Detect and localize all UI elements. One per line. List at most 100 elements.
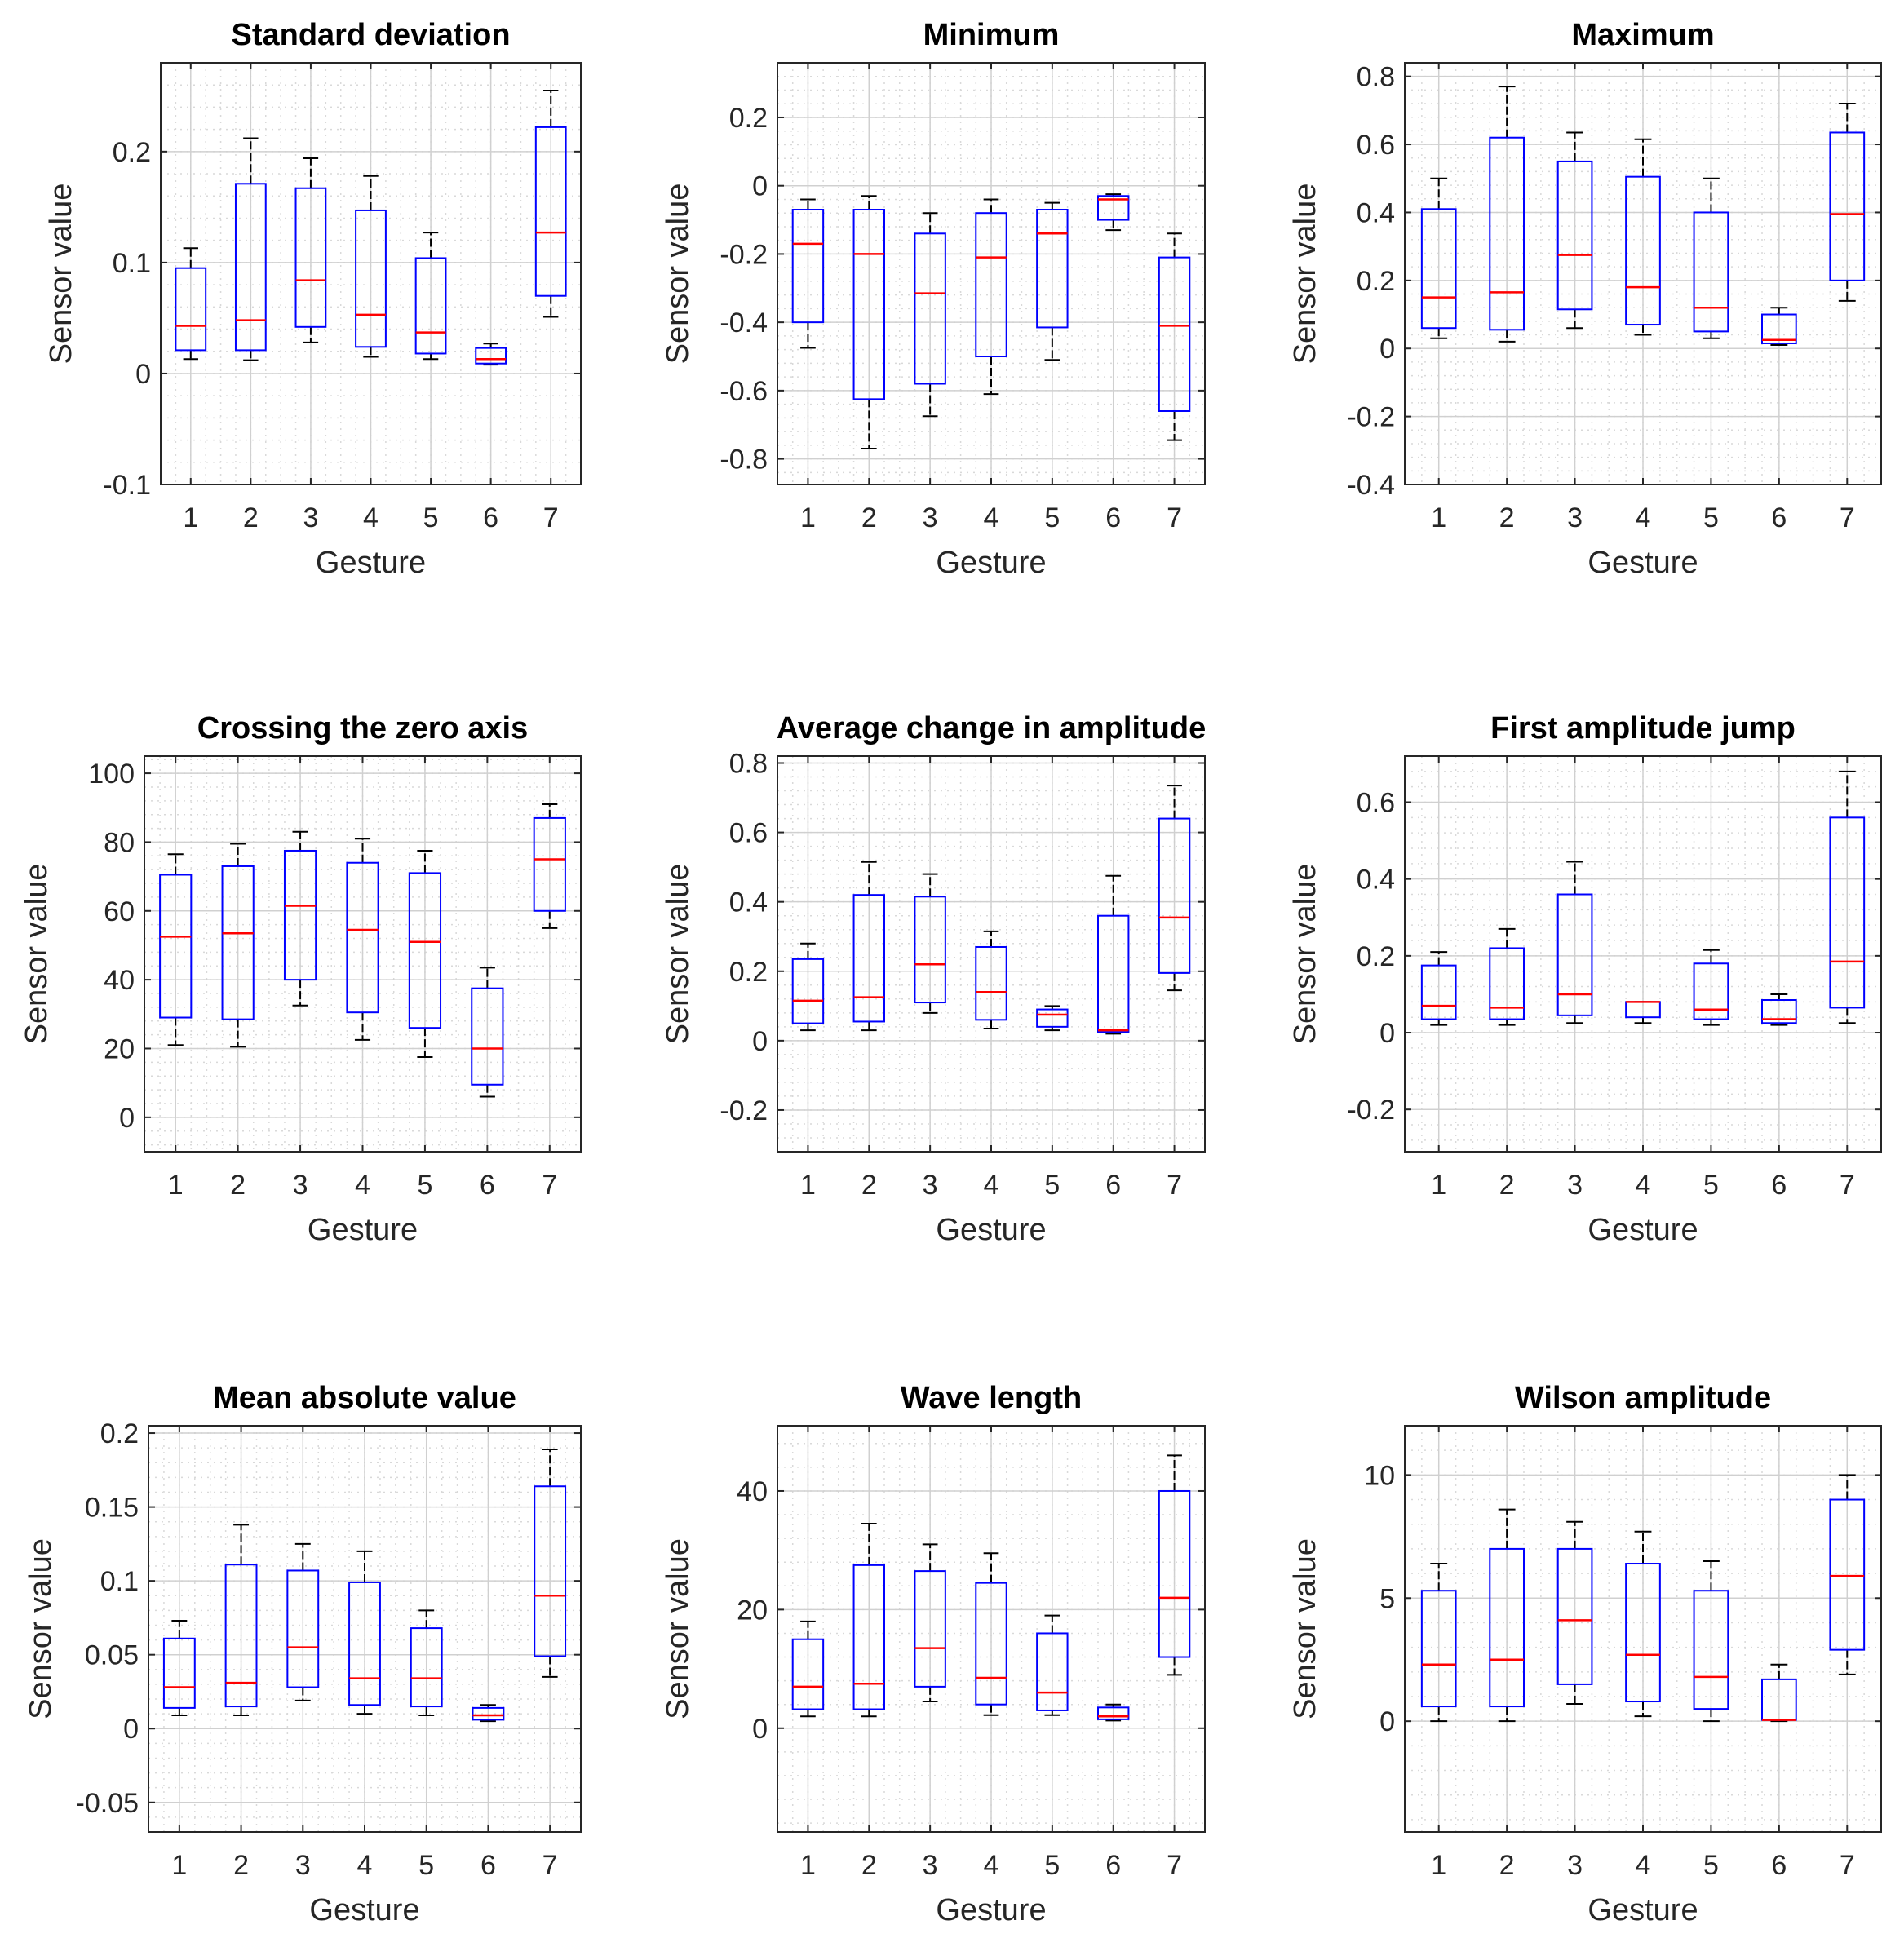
iqr-box (1097, 1706, 1130, 1720)
y-tick-label: 10 (1364, 1460, 1395, 1491)
box-gesture-1 (175, 247, 207, 361)
iqr-box (1097, 195, 1130, 221)
y-tick-label: 40 (737, 1476, 768, 1507)
x-axis-label: Gesture (316, 546, 426, 580)
x-tick-label: 4 (984, 502, 999, 533)
box-gesture-4 (1625, 138, 1661, 336)
x-tick-label: 4 (1636, 1170, 1651, 1201)
y-tick-label: -0.6 (720, 376, 768, 407)
box-gesture-5 (1693, 949, 1729, 1026)
x-tick-label: 4 (984, 1850, 999, 1881)
box-gesture-3 (914, 212, 946, 418)
x-tick-label: 1 (800, 1850, 816, 1881)
box-gesture-1 (791, 1620, 825, 1718)
x-tick-label: 5 (1044, 1850, 1060, 1881)
box-gesture-5 (414, 232, 447, 361)
y-tick-label: -0.1 (103, 470, 151, 501)
x-tick-label: 4 (355, 1170, 370, 1201)
box-gesture-5 (1036, 201, 1069, 361)
y-tick-label: 0 (119, 1103, 135, 1134)
box-gesture-3 (283, 830, 317, 1007)
y-tick-label: 0 (752, 1026, 768, 1057)
x-tick-label: 3 (295, 1850, 311, 1881)
y-tick-label: 20 (104, 1033, 135, 1064)
box-gesture-1 (1420, 177, 1457, 339)
box-gesture-4 (1625, 1001, 1661, 1024)
box-gesture-6 (1097, 874, 1130, 1035)
y-axis-label: Sensor value (661, 1538, 695, 1719)
y-tick-label: -0.2 (1347, 1095, 1395, 1126)
y-tick-label: 0.15 (85, 1493, 139, 1524)
x-axis-label: Gesture (309, 1893, 419, 1927)
iqr-box (914, 1570, 946, 1688)
box-gesture-4 (346, 838, 379, 1041)
box-gesture-7 (1829, 770, 1866, 1024)
iqr-box (1158, 817, 1191, 974)
x-tick-label: 6 (1771, 1170, 1787, 1201)
y-tick-label: 0.2 (113, 137, 151, 168)
y-tick-label: 0.05 (85, 1640, 139, 1671)
iqr-box (1693, 962, 1729, 1020)
box-gesture-3 (1556, 861, 1593, 1024)
box-gesture-7 (534, 1448, 567, 1678)
x-tick-label: 3 (923, 1170, 938, 1201)
box-gesture-3 (1556, 1520, 1593, 1706)
y-tick-label: 0.2 (729, 103, 768, 134)
x-tick-label: 3 (293, 1170, 308, 1201)
iqr-box (975, 212, 1007, 358)
x-tick-label: 7 (542, 1850, 558, 1881)
box-gesture-1 (162, 1620, 196, 1716)
x-tick-label: 7 (1167, 1850, 1182, 1881)
iqr-box (414, 257, 447, 355)
x-tick-label: 4 (363, 502, 379, 533)
box-gesture-7 (1829, 1474, 1866, 1675)
iqr-box (286, 1569, 320, 1688)
box-gesture-2 (224, 1524, 258, 1716)
x-axis-label: Gesture (936, 546, 1046, 580)
iqr-box (914, 232, 946, 385)
box-gesture-3 (286, 1542, 320, 1701)
box-gesture-1 (1420, 1563, 1457, 1723)
x-tick-label: 2 (230, 1170, 246, 1201)
x-tick-label: 6 (1771, 502, 1787, 533)
iqr-box (975, 945, 1007, 1021)
x-axis-label: Gesture (1587, 1213, 1698, 1247)
box-gesture-4 (975, 930, 1007, 1029)
x-tick-label: 2 (861, 502, 877, 533)
y-tick-label: 80 (104, 827, 135, 858)
iqr-box (1556, 893, 1593, 1016)
iqr-box (294, 187, 327, 328)
box-gesture-5 (410, 1609, 443, 1716)
box-gesture-7 (1158, 1454, 1191, 1676)
iqr-box (975, 1582, 1007, 1706)
box-gesture-7 (1158, 232, 1191, 441)
iqr-box (1036, 1008, 1069, 1028)
iqr-box (408, 872, 442, 1029)
x-tick-label: 1 (800, 502, 816, 533)
y-tick-label: 0 (135, 359, 151, 390)
x-tick-label: 7 (1840, 1170, 1855, 1201)
x-tick-label: 4 (1636, 502, 1651, 533)
y-tick-label: 0.2 (1357, 266, 1395, 297)
y-tick-label: -0.05 (76, 1788, 139, 1819)
x-tick-label: 5 (417, 1170, 432, 1201)
iqr-box (534, 126, 567, 297)
x-tick-label: 2 (861, 1850, 877, 1881)
x-tick-label: 5 (1703, 1170, 1719, 1201)
box-gesture-2 (221, 843, 255, 1048)
box-gesture-2 (1489, 927, 1525, 1026)
box-gesture-2 (1489, 1508, 1525, 1723)
iqr-box (1761, 313, 1797, 344)
box-gesture-1 (1420, 951, 1457, 1026)
iqr-box (1420, 1590, 1457, 1708)
iqr-box (1693, 1590, 1729, 1710)
x-tick-label: 5 (1703, 502, 1719, 533)
plot-title: Minimum (923, 18, 1060, 52)
iqr-box (1036, 209, 1069, 329)
y-axis-label: Sensor value (1288, 864, 1322, 1045)
x-tick-label: 4 (1636, 1850, 1651, 1881)
box-gesture-2 (852, 861, 885, 1032)
y-tick-label: 0.4 (729, 887, 768, 918)
subplot-4: 0 20 40 60 80 100 1 2 3 4 5 6 7 Crossing the zero axi… (20, 711, 582, 1247)
y-tick-label: 60 (104, 896, 135, 927)
